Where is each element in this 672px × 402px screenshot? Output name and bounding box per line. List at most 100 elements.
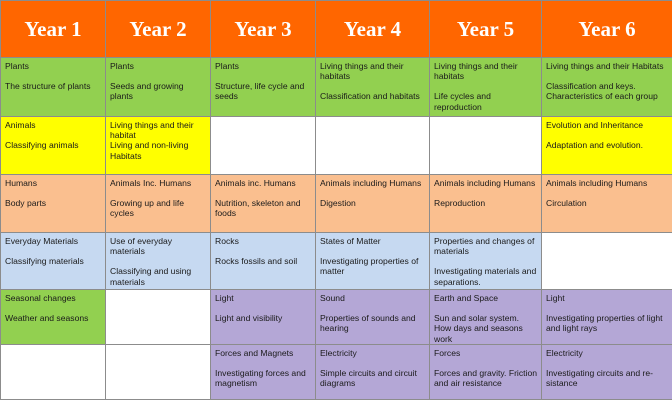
topic-description: Investigating properties of light and li…	[546, 313, 663, 334]
topic-cell: Seasonal changes Weather and seasons	[0, 289, 106, 345]
topic-description: Simple circuits and circuit diagrams	[320, 368, 417, 389]
topic-content: Animals including Humans Digestion	[317, 176, 429, 209]
topic-cell: Living things and their habitat Living an…	[105, 116, 211, 175]
topic-title: Electricity	[320, 348, 357, 358]
topic-title: Animals including Humans	[320, 178, 422, 188]
topic-content: Animals inc. Humans Nutrition, skeleton a…	[212, 176, 315, 219]
topic-content: Properties and changes of materials Inves…	[431, 234, 541, 287]
topic-description: Seeds and growing plants	[110, 81, 184, 102]
topic-description: The structure of plants	[5, 81, 91, 92]
topic-description: Body parts	[5, 198, 47, 209]
topic-cell: Electricity Simple circuits and circuit d…	[315, 344, 430, 400]
topic-cell: Animals including Humans Digestion	[315, 174, 430, 233]
topic-title: Plants	[5, 61, 29, 71]
topic-content: Electricity Investigating circuits and re…	[543, 346, 672, 389]
topic-content: Living things and their Habitats Classifi…	[543, 59, 672, 102]
topic-content: Animals Classifying animals	[2, 118, 105, 151]
topic-cell: Humans Body parts	[0, 174, 106, 233]
topic-cell: Properties and changes of materials Inves…	[429, 232, 542, 290]
topic-cell: States of Matter Investigating properties…	[315, 232, 430, 290]
topic-description: Classifying animals	[5, 140, 79, 151]
topic-row: Plants The structure of plants Plants Seeds…	[0, 57, 672, 117]
topic-cell	[429, 116, 542, 175]
topic-cell: Living things and their habitats Life cyc…	[429, 57, 542, 117]
topic-description: Reproduction	[434, 198, 486, 209]
topic-cell	[210, 116, 316, 175]
year-1-header: Year 1	[0, 0, 106, 58]
topic-cell: Plants Structure, life cycle and seeds	[210, 57, 316, 117]
topic-cell: Animals Classifying animals	[0, 116, 106, 175]
topic-title: Light	[546, 293, 565, 303]
topic-content: Electricity Simple circuits and circuit d…	[317, 346, 429, 389]
topic-cell	[541, 232, 672, 290]
topic-cell	[105, 289, 211, 345]
topic-cell	[105, 344, 211, 400]
topic-description: Classifying materials	[5, 256, 84, 267]
topic-description: Investigating forces and magnetism	[215, 368, 306, 389]
topic-cell: Earth and Space Sun and solar system. How…	[429, 289, 542, 345]
topic-title: Sound	[320, 293, 345, 303]
topic-cell: Light Investigating properties of light a…	[541, 289, 672, 345]
topic-cell: Animals Inc. Humans Growing up and life c…	[105, 174, 211, 233]
topic-title: Plants	[110, 61, 134, 71]
topic-content: Seasonal changes Weather and seasons	[2, 291, 105, 324]
topic-description: Circulation	[546, 198, 587, 209]
topic-title: Earth and Space	[434, 293, 499, 303]
topic-description: Rocks fossils and soil	[215, 256, 298, 267]
topic-cell: Sound Properties of sounds and hearing	[315, 289, 430, 345]
year-header-row: Year 1 Year 2 Year 3 Year 4 Year 5 Year …	[0, 0, 672, 58]
topic-content: Plants Structure, life cycle and seeds	[212, 59, 315, 102]
topic-description: Nutrition, skeleton and foods	[215, 198, 301, 219]
topic-content: Animals including Humans Circulation	[543, 176, 672, 209]
topic-content: Rocks Rocks fossils and soil	[212, 234, 315, 267]
topic-title: Animals inc. Humans	[215, 178, 296, 188]
topic-title: Animals	[5, 120, 36, 130]
topic-content: Forces Forces and gravity. Friction and a…	[431, 346, 541, 389]
topic-row: Humans Body parts Animals Inc. Humans Growi…	[0, 174, 672, 233]
topic-content: Humans Body parts	[2, 176, 105, 209]
topic-description: Classification and keys. Characteristics…	[546, 81, 658, 102]
topic-title: Everyday Materials	[5, 236, 79, 246]
topic-description: Growing up and life cycles	[110, 198, 185, 219]
topic-description: Life cycles and reproduction	[434, 91, 491, 112]
topic-title: Electricity	[546, 348, 583, 358]
topic-title: Evolution and Inheritance	[546, 120, 643, 130]
topic-description: Living and non-living Habitats	[110, 140, 189, 161]
topic-cell: Forces Forces and gravity. Friction and a…	[429, 344, 542, 400]
topic-title: Living things and their Habitats	[546, 61, 664, 71]
topic-cell: Animals including Humans Circulation	[541, 174, 672, 233]
topic-description: Investigating properties of matter	[320, 256, 419, 277]
topic-cell: Electricity Investigating circuits and re…	[541, 344, 672, 400]
topic-content: Living things and their habitats Life cyc…	[431, 59, 541, 112]
topic-cell: Living things and their habitats Classifi…	[315, 57, 430, 117]
topic-description: Investigating materials and separations.	[434, 266, 537, 287]
topic-title: Plants	[215, 61, 239, 71]
topic-content: Forces and Magnets Investigating forces a…	[212, 346, 315, 389]
curriculum-body: Plants The structure of plants Plants Seeds…	[0, 57, 672, 400]
topic-description: Weather and seasons	[5, 313, 89, 324]
topic-title: Forces and Magnets	[215, 348, 294, 358]
topic-row: Animals Classifying animals Living things …	[0, 116, 672, 175]
topic-title: Animals including Humans	[434, 178, 536, 188]
year-3-header: Year 3	[210, 0, 316, 58]
topic-cell: Animals including Humans Reproduction	[429, 174, 542, 233]
topic-row: Seasonal changes Weather and seasons Light…	[0, 289, 672, 345]
topic-cell: Living things and their Habitats Classifi…	[541, 57, 672, 117]
topic-title: Humans	[5, 178, 37, 188]
topic-title: Seasonal changes	[5, 293, 76, 303]
year-4-header: Year 4	[315, 0, 430, 58]
topic-content: Plants Seeds and growing plants	[107, 59, 210, 102]
topic-description: Classification and habitats	[320, 91, 420, 102]
year-6-header: Year 6	[541, 0, 672, 58]
topic-content: States of Matter Investigating properties…	[317, 234, 429, 277]
topic-title: Living things and their habitat	[110, 120, 194, 141]
topic-title: Animals including Humans	[546, 178, 648, 188]
topic-content: Earth and Space Sun and solar system. How…	[431, 291, 541, 344]
topic-title: Light	[215, 293, 234, 303]
topic-description: Structure, life cycle and seeds	[215, 81, 305, 102]
topic-description: Digestion	[320, 198, 356, 209]
topic-content: Living things and their habitat Living an…	[107, 118, 210, 161]
topic-content: Sound Properties of sounds and hearing	[317, 291, 429, 334]
topic-title: Forces	[434, 348, 461, 358]
